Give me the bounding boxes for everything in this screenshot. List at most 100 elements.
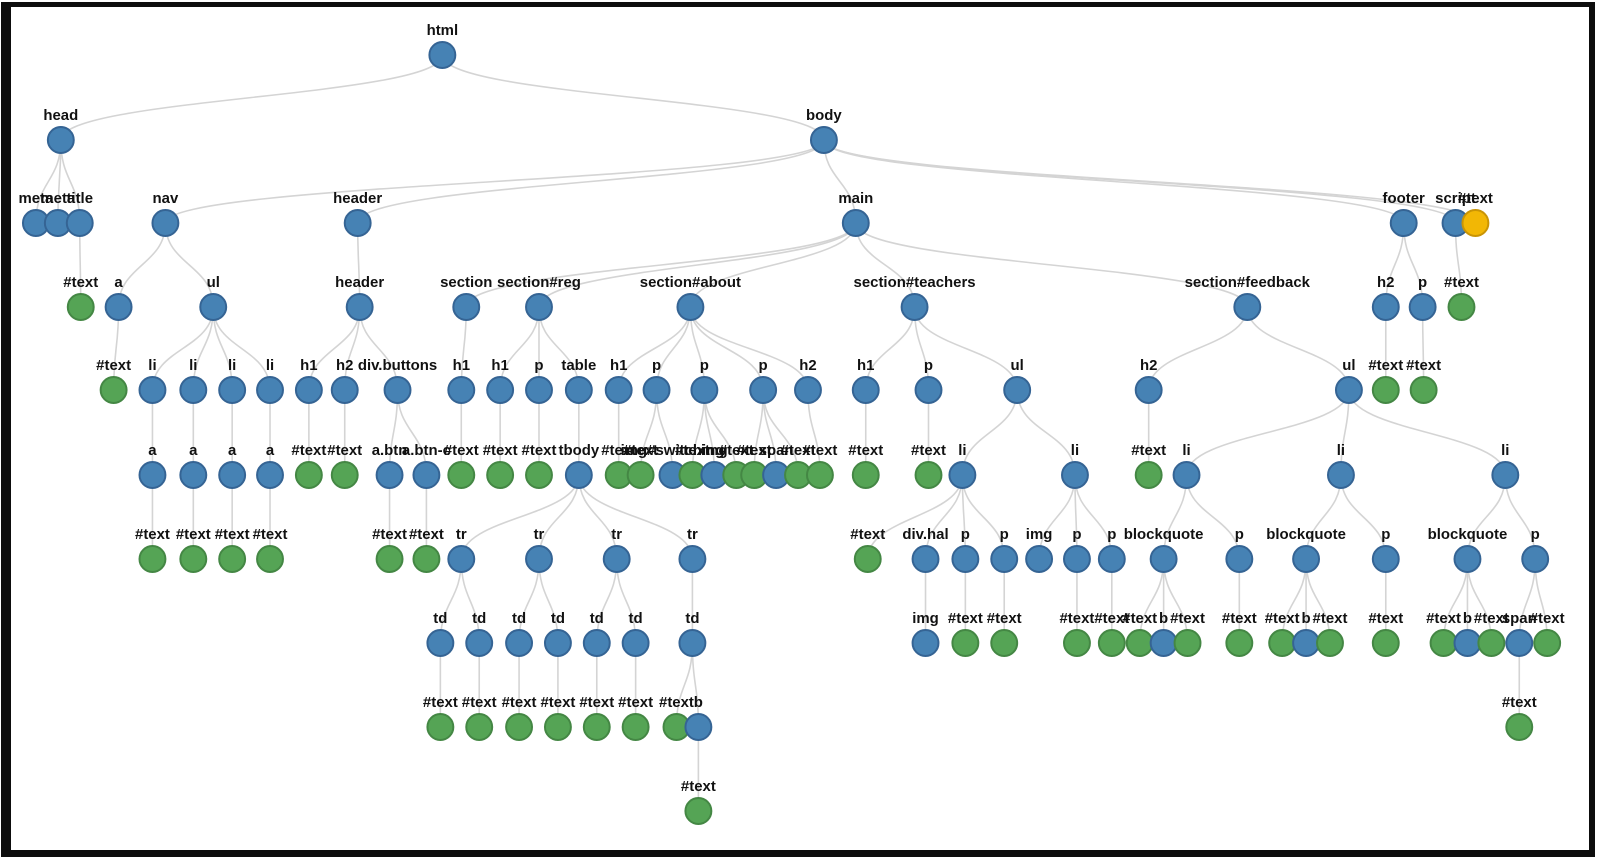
tree-node-tr[interactable]	[678, 545, 707, 573]
tree-node-text[interactable]	[626, 461, 655, 489]
tree-node-text[interactable]	[1125, 629, 1154, 657]
tree-node-li[interactable]	[218, 376, 247, 404]
tree-node-footer[interactable]	[1389, 209, 1418, 237]
tree-node-p[interactable]	[642, 376, 671, 404]
tree-node-text[interactable]	[447, 461, 476, 489]
tree-node-p[interactable]	[525, 376, 553, 404]
tree-node-text[interactable]	[66, 293, 95, 321]
tree-node-main[interactable]	[841, 209, 870, 237]
tree-node-tr[interactable]	[525, 545, 553, 573]
tree-node-text[interactable]	[99, 376, 128, 404]
tree-node-td[interactable]	[465, 629, 494, 657]
tree-node-text[interactable]	[1429, 629, 1458, 657]
tree-node-p[interactable]	[1225, 545, 1254, 573]
tree-node-h1[interactable]	[851, 376, 880, 404]
tree-node-li[interactable]	[138, 376, 167, 404]
tree-node-text[interactable]	[1173, 629, 1202, 657]
tree-node-p[interactable]	[1521, 545, 1550, 573]
tree-node-head[interactable]	[46, 126, 75, 154]
tree-node-h2[interactable]	[794, 376, 822, 404]
tree-node-text[interactable]	[1409, 376, 1438, 404]
tree-node-h2[interactable]	[330, 376, 359, 404]
tree-node-text[interactable]	[294, 461, 323, 489]
tree-node-header[interactable]	[345, 293, 374, 321]
tree-node-img[interactable]	[911, 629, 940, 657]
tree-node-text[interactable]	[256, 545, 284, 573]
tree-node-b[interactable]	[1453, 629, 1482, 657]
tree-node-text[interactable]	[218, 545, 247, 573]
tree-node-b[interactable]	[1292, 629, 1321, 657]
tree-node-text[interactable]	[805, 461, 834, 489]
tree-node-text[interactable]	[1477, 629, 1506, 657]
tree-node-li[interactable]	[948, 461, 977, 489]
tree-node-b[interactable]	[684, 713, 713, 741]
tree-node-td[interactable]	[505, 629, 534, 657]
tree-node-text[interactable]	[1505, 713, 1534, 741]
tree-node-tr[interactable]	[447, 545, 476, 573]
tree-node-tbody[interactable]	[564, 461, 593, 489]
tree-node-text[interactable]	[525, 461, 553, 489]
tree-node-text[interactable]	[1533, 629, 1562, 657]
tree-node-p[interactable]	[749, 376, 778, 404]
tree-node-p[interactable]	[1408, 293, 1437, 321]
tree-node-p[interactable]	[1063, 545, 1091, 573]
tree-node-ul[interactable]	[199, 293, 228, 321]
tree-node-ul[interactable]	[1003, 376, 1032, 404]
tree-node-h1[interactable]	[604, 376, 633, 404]
tree-node-b[interactable]	[1149, 629, 1178, 657]
tree-node-text[interactable]	[990, 629, 1019, 657]
tree-node-h2[interactable]	[1134, 376, 1163, 404]
tree-node-h1[interactable]	[447, 376, 476, 404]
tree-node-section-feedback[interactable]	[1233, 293, 1262, 321]
tree-node-text[interactable]	[951, 629, 980, 657]
tree-node-li[interactable]	[1491, 461, 1520, 489]
tree-node-text[interactable]	[1461, 209, 1490, 237]
tree-node-td[interactable]	[621, 629, 650, 657]
tree-node-p[interactable]	[690, 376, 719, 404]
tree-node-li[interactable]	[1172, 461, 1201, 489]
tree-node-tr[interactable]	[602, 545, 631, 573]
tree-node-text[interactable]	[1134, 461, 1163, 489]
tree-node-h1[interactable]	[294, 376, 323, 404]
tree-node-img[interactable]	[1025, 545, 1054, 573]
tree-node-text[interactable]	[138, 545, 167, 573]
tree-node-header[interactable]	[343, 209, 372, 237]
tree-node-text[interactable]	[426, 713, 455, 741]
tree-node-a-btn[interactable]	[375, 461, 404, 489]
tree-node-text[interactable]	[1225, 629, 1254, 657]
tree-node-div-buttons[interactable]	[383, 376, 412, 404]
tree-node-a[interactable]	[104, 293, 133, 321]
tree-node-html[interactable]	[428, 41, 457, 69]
tree-node-a[interactable]	[256, 461, 284, 489]
tree-node-text[interactable]	[684, 797, 713, 825]
tree-node-li[interactable]	[256, 376, 284, 404]
tree-node-td[interactable]	[543, 629, 572, 657]
tree-node-text[interactable]	[1371, 629, 1400, 657]
tree-node-td[interactable]	[582, 629, 611, 657]
tree-node-text[interactable]	[486, 461, 515, 489]
tree-node-text[interactable]	[582, 713, 611, 741]
tree-node-section-about[interactable]	[676, 293, 705, 321]
tree-node-title[interactable]	[65, 209, 94, 237]
tree-node-li[interactable]	[179, 376, 208, 404]
tree-node-p[interactable]	[1097, 545, 1126, 573]
tree-node-td[interactable]	[426, 629, 455, 657]
tree-node-text[interactable]	[1063, 629, 1091, 657]
tree-node-text[interactable]	[179, 545, 208, 573]
tree-node-text[interactable]	[1316, 629, 1344, 657]
tree-node-span[interactable]	[1505, 629, 1534, 657]
tree-node-text[interactable]	[621, 713, 650, 741]
tree-node-blockquote[interactable]	[1149, 545, 1178, 573]
tree-node-ul[interactable]	[1334, 376, 1363, 404]
tree-node-text[interactable]	[851, 461, 880, 489]
tree-node-text[interactable]	[412, 545, 441, 573]
tree-node-h2[interactable]	[1371, 293, 1400, 321]
tree-node-text[interactable]	[914, 461, 943, 489]
tree-node-section[interactable]	[452, 293, 481, 321]
tree-node-text[interactable]	[853, 545, 882, 573]
tree-node-body[interactable]	[809, 126, 838, 154]
tree-node-text[interactable]	[330, 461, 359, 489]
tree-node-section-teachers[interactable]	[900, 293, 929, 321]
tree-node-table[interactable]	[564, 376, 593, 404]
tree-node-p[interactable]	[1371, 545, 1400, 573]
